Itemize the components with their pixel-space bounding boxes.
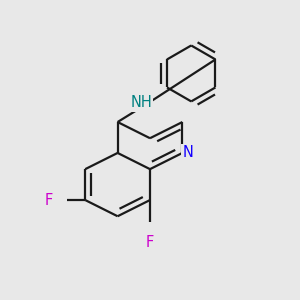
Text: F: F [146,235,154,250]
Text: F: F [44,193,52,208]
Text: N: N [182,146,193,160]
Text: NH: NH [130,95,152,110]
